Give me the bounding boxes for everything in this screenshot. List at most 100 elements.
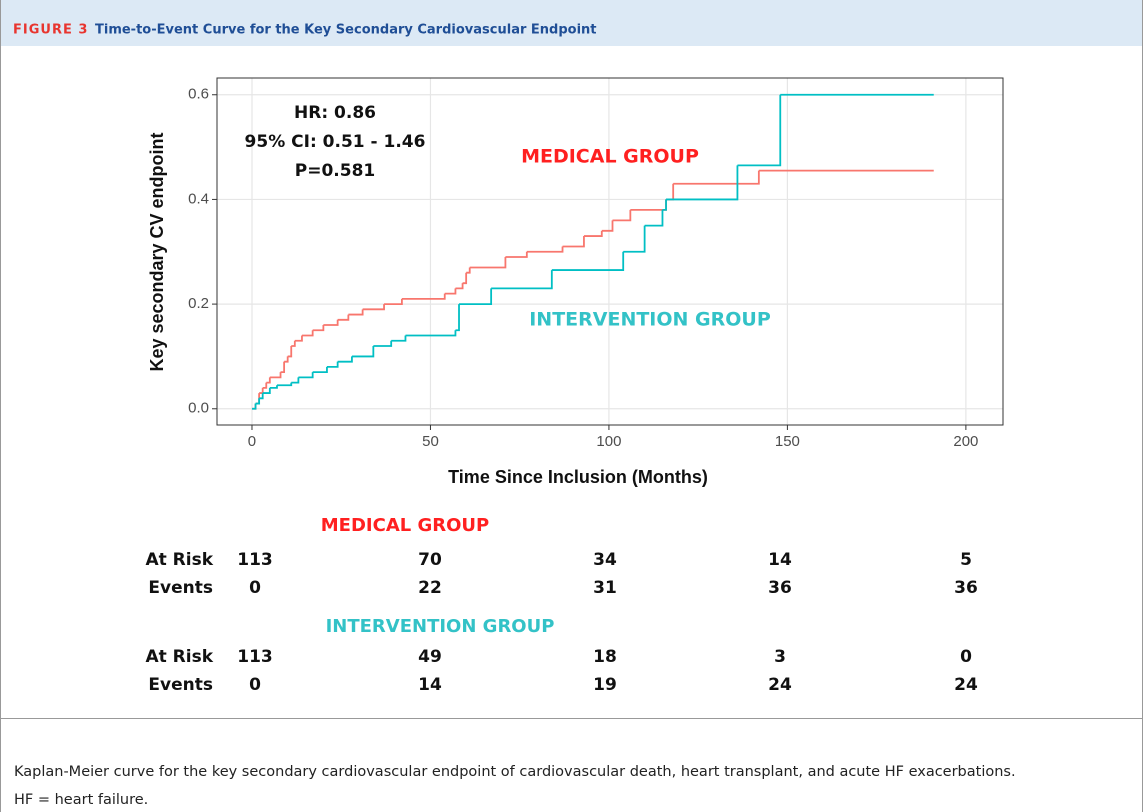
step-segment (269, 385, 278, 389)
step-segment (505, 251, 528, 258)
y-axis-label: Key secondary CV endpoint (147, 132, 167, 371)
step-segment (673, 170, 760, 185)
step-segment (455, 283, 464, 290)
series-label: MEDICAL GROUP (521, 146, 699, 168)
step-segment (255, 398, 261, 405)
risk-value: 113 (237, 550, 273, 570)
y-tick-label: 0.6 (188, 86, 209, 103)
step-segment (266, 377, 271, 384)
step-segment (337, 314, 350, 321)
step-segment (373, 340, 393, 347)
risk-row-label: Events (148, 675, 213, 695)
x-tick-label: 200 (953, 433, 978, 450)
step-segment (583, 230, 603, 237)
risk-row-label: At Risk (145, 647, 213, 667)
step-segment (280, 361, 286, 374)
step-segment (291, 377, 300, 384)
step-segment (269, 372, 282, 379)
step-segment (662, 199, 667, 211)
step-segment (469, 256, 507, 269)
risk-value: 113 (237, 647, 273, 667)
step-segment (312, 325, 325, 332)
step-segment (491, 270, 553, 290)
step-segment (737, 94, 782, 167)
annotation: HR: 0.86 (294, 103, 376, 123)
risk-value: 3 (774, 647, 786, 667)
caption: Kaplan-Meier curve for the key secondary… (14, 764, 1016, 780)
step-segment (284, 356, 289, 363)
risk-value: 36 (954, 578, 978, 598)
risk-row-label: At Risk (145, 550, 213, 570)
figure-title: Time-to-Event Curve for the Key Secondar… (95, 23, 597, 38)
series-label: INTERVENTION GROUP (529, 309, 771, 331)
step-segment (337, 356, 353, 363)
x-axis-label: Time Since Inclusion (Months) (448, 467, 708, 487)
step-segment (444, 288, 457, 295)
header-band (0, 0, 1143, 46)
risk-value: 0 (249, 675, 261, 695)
step-segment (391, 335, 407, 342)
step-segment (462, 272, 468, 285)
risk-value: 34 (593, 550, 617, 570)
plot-border (216, 77, 1004, 426)
y-tick-label: 0.4 (188, 190, 209, 207)
step-segment (259, 393, 264, 400)
risk-value: 0 (960, 647, 972, 667)
step-segment (351, 345, 375, 358)
risk-value: 70 (418, 550, 442, 570)
risk-value: 31 (593, 578, 617, 598)
step-segment (294, 335, 303, 342)
step-segment (666, 165, 739, 201)
risk-value: 36 (768, 578, 792, 598)
step-segment (262, 382, 268, 389)
step-segment (401, 293, 446, 300)
step-segment (644, 209, 664, 227)
risk-value: 18 (593, 647, 617, 667)
x-tick-label: 100 (596, 433, 621, 450)
step-segment (455, 304, 460, 332)
figure-label: FIGURE 3 (13, 23, 88, 38)
risk-value: 22 (418, 578, 442, 598)
risk-value: 49 (418, 647, 442, 667)
step-segment (326, 361, 339, 368)
annotation: P=0.581 (295, 161, 375, 181)
step-segment (291, 340, 296, 347)
risk-value: 14 (768, 550, 792, 570)
step-segment (405, 330, 457, 337)
step-segment (459, 288, 493, 305)
risk-value: 5 (960, 550, 972, 570)
curves (251, 93, 934, 410)
step-segment (262, 387, 271, 394)
step-segment (312, 366, 328, 374)
step-segment (323, 319, 339, 326)
step-segment (551, 251, 625, 271)
step-segment (384, 298, 403, 305)
step-segment (623, 225, 646, 253)
step-segment (251, 403, 257, 410)
risk-value: 24 (768, 675, 792, 695)
risk-group-title: INTERVENTION GROUP (326, 616, 555, 637)
step-segment (562, 236, 585, 248)
step-segment (362, 304, 385, 311)
risk-group-title: MEDICAL GROUP (321, 515, 489, 536)
risk-value: 14 (418, 675, 442, 695)
step-segment (301, 330, 314, 337)
step-segment (526, 246, 564, 253)
step-segment (276, 382, 293, 387)
step-segment (612, 209, 632, 222)
caption-abbreviations: HF = heart failure. (14, 792, 149, 808)
step-segment (298, 372, 314, 379)
x-tick-label: 150 (775, 433, 800, 450)
step-segment (348, 309, 364, 316)
step-segment (466, 267, 471, 274)
annotation: 95% CI: 0.51 - 1.46 (245, 132, 426, 152)
risk-value: 19 (593, 675, 617, 695)
y-tick-label: 0.2 (188, 295, 209, 312)
step-segment (601, 220, 614, 232)
y-tick-label: 0.0 (188, 400, 209, 417)
x-tick-label: 0 (248, 433, 256, 450)
risk-row-label: Events (148, 578, 213, 598)
x-tick-label: 50 (422, 433, 439, 450)
